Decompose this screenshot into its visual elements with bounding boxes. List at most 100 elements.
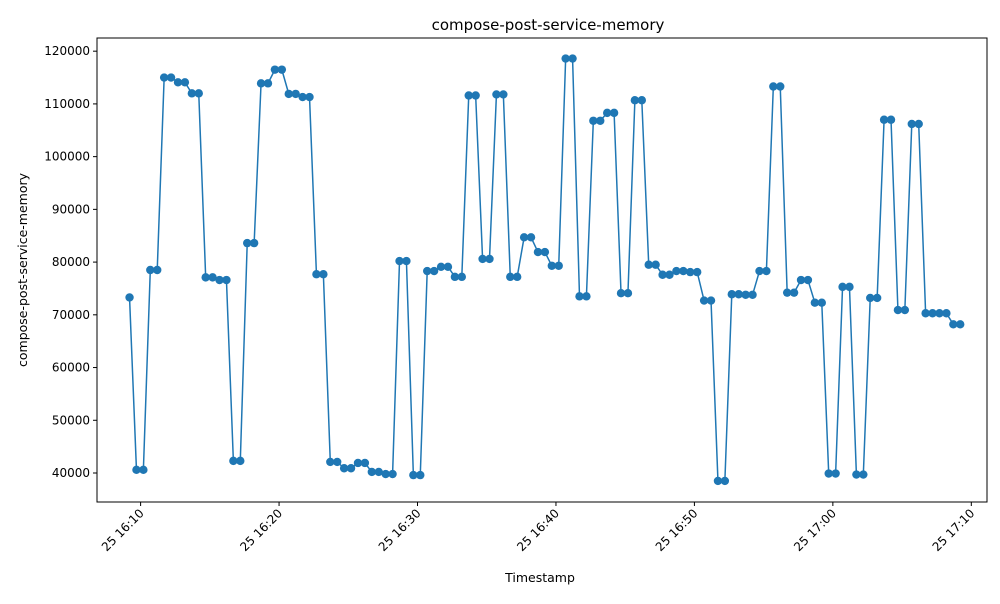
data-point [249, 238, 259, 248]
data-point [416, 470, 425, 480]
y-tick-label: 60000 [52, 361, 90, 375]
data-point [602, 108, 612, 118]
data-point [263, 79, 273, 88]
data-point [173, 78, 183, 87]
data-point [879, 115, 889, 124]
data-point [533, 247, 543, 257]
data-point [547, 261, 557, 270]
data-point [776, 82, 785, 91]
data-point [706, 296, 716, 305]
data-point [637, 96, 646, 105]
data-point [596, 116, 605, 125]
data-point [146, 265, 155, 275]
data-point [485, 254, 494, 264]
data-point [153, 265, 162, 275]
data-point [956, 320, 965, 329]
data-point [616, 289, 626, 298]
data-point [402, 256, 411, 266]
data-point [609, 108, 619, 118]
data-point [672, 266, 681, 276]
data-point [782, 288, 792, 297]
data-point [298, 92, 307, 102]
data-point [852, 470, 861, 479]
data-point [824, 469, 833, 478]
data-point [256, 79, 266, 88]
data-point [450, 272, 460, 282]
data-point [845, 282, 854, 292]
data-point [935, 309, 944, 318]
data-point [727, 290, 736, 299]
data-point [651, 260, 660, 269]
data-point [734, 290, 743, 299]
data-point [838, 282, 847, 292]
y-axis-title: compose-post-service-memory [15, 172, 30, 367]
data-point [395, 256, 404, 266]
data-point [630, 96, 640, 105]
data-point [284, 89, 293, 99]
y-tick-label: 40000 [52, 466, 90, 480]
data-point [859, 470, 868, 479]
data-point [526, 233, 536, 242]
data-point [367, 467, 377, 477]
plot-area [125, 54, 965, 486]
y-tick-label: 110000 [44, 97, 90, 111]
y-tick-label: 120000 [44, 44, 90, 58]
data-point [291, 89, 300, 99]
data-point [949, 320, 958, 329]
data-point [741, 290, 750, 299]
data-point [748, 290, 757, 299]
data-point [229, 456, 238, 466]
data-point [388, 469, 397, 479]
data-point [222, 275, 231, 285]
data-point [866, 293, 875, 303]
data-point [755, 266, 764, 276]
data-point [464, 91, 473, 100]
data-point [623, 289, 633, 298]
data-point [159, 73, 169, 82]
y-tick-label: 50000 [52, 413, 90, 427]
data-point [900, 305, 910, 315]
data-point [471, 91, 480, 100]
data-point [796, 275, 806, 285]
data-point [506, 272, 515, 282]
data-point [907, 119, 916, 129]
data-point [125, 293, 134, 302]
data-point [243, 238, 252, 248]
data-point [817, 298, 826, 307]
data-point [665, 270, 674, 279]
data-point [499, 90, 508, 99]
data-point [686, 267, 695, 277]
data-point [215, 275, 224, 285]
data-point [360, 458, 370, 468]
data-point [893, 305, 903, 315]
data-point [305, 92, 314, 102]
data-point [353, 458, 363, 468]
data-point [277, 65, 287, 74]
data-point [928, 309, 937, 318]
data-point [333, 457, 342, 467]
y-tick-label: 100000 [44, 150, 90, 164]
data-point [339, 464, 349, 473]
data-point [692, 267, 702, 277]
data-point [575, 292, 584, 301]
data-point [872, 293, 882, 303]
data-point [886, 115, 896, 124]
data-point [194, 89, 203, 98]
data-point [769, 82, 778, 91]
data-point [554, 261, 563, 270]
data-point [921, 309, 930, 318]
x-axis-title: Timestamp [504, 570, 575, 585]
data-point [381, 469, 390, 479]
data-point [270, 65, 280, 74]
data-point [810, 298, 820, 307]
data-point [713, 476, 723, 486]
data-point [201, 273, 210, 282]
data-point [326, 457, 335, 467]
data-point [803, 275, 813, 285]
data-point [831, 469, 840, 478]
data-point [720, 476, 730, 486]
data-point [492, 90, 501, 99]
data-point [236, 456, 245, 466]
